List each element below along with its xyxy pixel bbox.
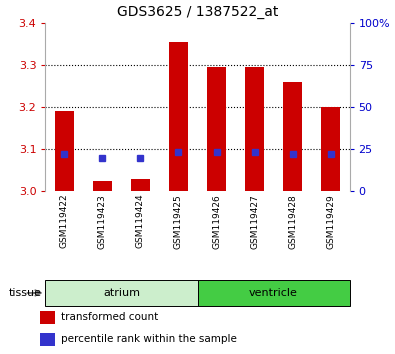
Text: GSM119425: GSM119425 <box>174 194 183 249</box>
Bar <box>198 280 350 306</box>
Bar <box>207 67 226 191</box>
Text: GSM119422: GSM119422 <box>60 194 69 249</box>
Bar <box>169 42 188 191</box>
Text: ventricle: ventricle <box>249 288 298 298</box>
Bar <box>131 178 150 191</box>
Text: percentile rank within the sample: percentile rank within the sample <box>61 334 237 344</box>
Bar <box>93 181 112 191</box>
Text: GSM119427: GSM119427 <box>250 194 259 249</box>
Text: GSM119424: GSM119424 <box>136 194 145 249</box>
Text: GSM119423: GSM119423 <box>98 194 107 249</box>
Text: GSM119429: GSM119429 <box>326 194 335 249</box>
Text: GSM119426: GSM119426 <box>212 194 221 249</box>
Bar <box>283 82 302 191</box>
Bar <box>321 107 340 191</box>
Title: GDS3625 / 1387522_at: GDS3625 / 1387522_at <box>117 5 278 19</box>
Bar <box>45 280 198 306</box>
Bar <box>245 67 264 191</box>
Bar <box>55 111 74 191</box>
Text: transformed count: transformed count <box>61 312 158 322</box>
Text: tissue: tissue <box>8 288 41 298</box>
Text: GSM119428: GSM119428 <box>288 194 297 249</box>
Text: atrium: atrium <box>103 288 140 298</box>
Bar <box>40 311 55 324</box>
Bar <box>40 333 55 346</box>
